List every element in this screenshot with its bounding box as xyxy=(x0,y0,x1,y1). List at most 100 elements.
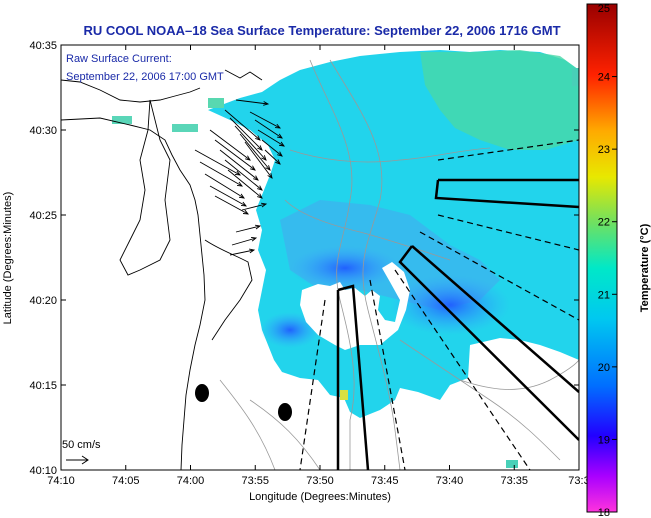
current-vector-head xyxy=(277,151,283,157)
current-vector xyxy=(234,125,267,161)
current-vector xyxy=(209,129,251,161)
current-vectors xyxy=(194,99,285,256)
current-vector xyxy=(199,161,243,187)
cold-patch-1 xyxy=(290,246,400,290)
y-axis-ticks: 40:35 40:30 40:25 40:20 40:15 40:10 xyxy=(29,40,579,477)
current-vector xyxy=(249,111,281,129)
x-tick-label: 74:00 xyxy=(177,475,205,487)
cold-patch-2 xyxy=(390,275,510,335)
sst-patch-warm xyxy=(340,390,348,400)
current-vector xyxy=(204,173,245,199)
y-tick-label: 40:25 xyxy=(29,210,57,222)
current-vector-head xyxy=(250,165,256,171)
x-tick-label: 73:40 xyxy=(436,475,464,487)
current-time: September 22, 2006 17:00 GMT xyxy=(66,71,224,83)
current-vector xyxy=(239,133,271,171)
current-vector-head xyxy=(255,135,261,141)
current-vector xyxy=(229,249,255,256)
bathymetry-contours xyxy=(219,59,579,470)
y-tick-label: 40:10 xyxy=(29,465,57,477)
sst-patch-small-1 xyxy=(112,116,132,124)
x-tick-label: 74:10 xyxy=(47,475,75,487)
current-vector xyxy=(254,119,283,139)
colorbar-tick-label: 25 xyxy=(598,3,610,15)
current-vector-head xyxy=(240,201,248,207)
current-vector xyxy=(194,149,241,176)
sst-field xyxy=(61,50,579,470)
current-vector xyxy=(227,169,263,199)
current-vector-head xyxy=(274,123,282,129)
current-vector xyxy=(214,195,249,215)
current-vector-head xyxy=(257,145,263,151)
x-tick-label: 73:45 xyxy=(371,475,399,487)
current-vector xyxy=(241,203,267,211)
current-vector-head xyxy=(253,175,259,181)
current-vector-head xyxy=(234,170,242,176)
current-vector-head xyxy=(236,181,244,187)
y-tick-label: 40:20 xyxy=(29,295,57,307)
site-marker-1 xyxy=(195,384,209,402)
current-vector xyxy=(229,117,263,151)
coastline xyxy=(61,69,263,470)
x-axis-label: Longitude (Degrees:Minutes) xyxy=(249,491,391,503)
current-title: Raw Surface Current: xyxy=(66,53,172,65)
y-tick-label: 40:30 xyxy=(29,125,57,137)
current-vector-head xyxy=(242,209,250,215)
current-vector xyxy=(209,185,247,207)
x-tick-label: 73:35 xyxy=(500,475,528,487)
cold-patch-3 xyxy=(260,312,320,348)
sst-green-region xyxy=(420,50,579,150)
current-vector xyxy=(214,139,256,171)
sst-patch-small-5 xyxy=(506,460,518,468)
colorbar-tick-label: 24 xyxy=(598,72,610,84)
arrow-right-icon xyxy=(66,455,89,465)
y-axis-label: Latitude (Degrees:Minutes) xyxy=(2,192,14,325)
colorbar-ticks: 25 24 23 22 21 20 19 18 xyxy=(598,3,617,518)
current-vector-head xyxy=(257,193,263,199)
current-vector xyxy=(219,149,259,181)
current-vector-head xyxy=(250,236,258,242)
x-tick-label: 73:55 xyxy=(241,475,269,487)
x-axis-ticks: 74:10 74:05 74:00 73:55 73:50 73:45 73:40 73:35… xyxy=(47,45,590,487)
colorbar-tick-label: 19 xyxy=(598,434,610,446)
current-vector xyxy=(244,141,273,179)
x-tick-label: 73:3 xyxy=(568,475,589,487)
current-vector-head xyxy=(238,193,245,199)
current-vector xyxy=(257,129,285,147)
current-vector-head xyxy=(261,155,267,161)
current-vector xyxy=(231,237,257,246)
colorbar xyxy=(586,3,618,513)
current-vector-head xyxy=(257,185,263,191)
current-vector-head xyxy=(263,101,270,106)
current-vector xyxy=(224,109,261,141)
current-vector-head xyxy=(254,224,262,230)
colorbar-tick-label: 18 xyxy=(598,507,610,518)
survey-lines xyxy=(299,139,579,470)
colorbar-tick-label: 23 xyxy=(598,144,610,156)
current-vector-head xyxy=(249,248,256,254)
current-vector-head xyxy=(277,133,283,139)
site-marker-2 xyxy=(278,403,292,421)
current-vector-head xyxy=(267,173,273,179)
x-tick-label: 74:05 xyxy=(112,475,140,487)
current-vector-head xyxy=(260,202,268,208)
sst-patch-small-3 xyxy=(208,98,224,108)
scale-label: 50 cm/s xyxy=(62,439,101,451)
colorbar-tick-label: 22 xyxy=(598,217,610,229)
current-vector xyxy=(235,225,261,233)
chart-title: RU COOL NOAA–18 Sea Surface Temperature:… xyxy=(83,23,560,38)
sst-patch-small-2 xyxy=(172,124,198,132)
y-tick-label: 40:35 xyxy=(29,40,57,52)
x-tick-label: 73:50 xyxy=(306,475,334,487)
current-vector xyxy=(264,149,281,165)
current-vector-head xyxy=(265,165,271,171)
current-vector xyxy=(235,99,269,105)
colorbar-tick-label: 21 xyxy=(598,289,610,301)
current-vector xyxy=(224,159,263,191)
sst-patch-small-4 xyxy=(572,68,579,86)
current-vector-head xyxy=(278,141,285,147)
colorbar-label: Temperature (°C) xyxy=(639,223,651,312)
current-vector-head xyxy=(275,159,281,165)
current-vector xyxy=(261,139,283,157)
